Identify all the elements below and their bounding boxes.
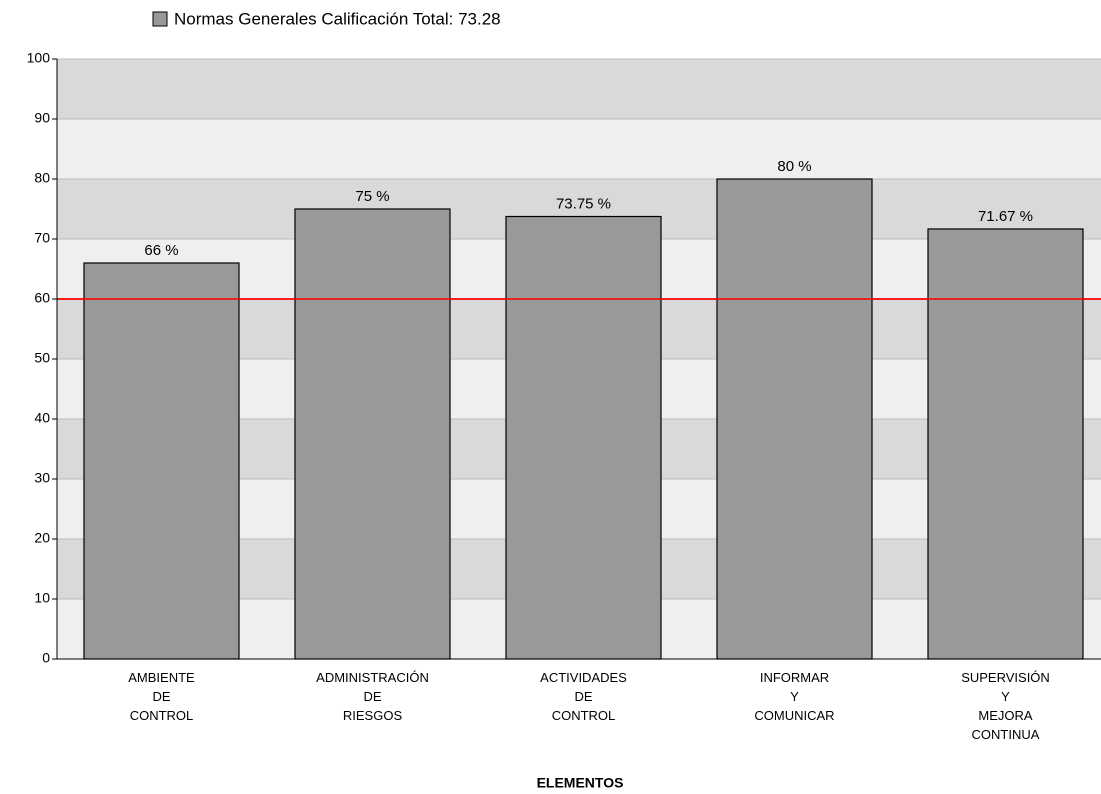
x-tick-label: ADMINISTRACIÓN DE RIESGOS (316, 670, 429, 723)
x-tick-label-line: CONTROL (130, 708, 194, 723)
value-label: 71.67 % (978, 208, 1033, 225)
bar (83, 262, 240, 660)
x-tick-label-line: INFORMAR (760, 670, 829, 685)
x-tick-label-line: DE (363, 689, 381, 704)
x-tick-label-line: DE (574, 689, 592, 704)
grid-band (57, 119, 1101, 179)
x-tick-label-line: Y (790, 689, 799, 704)
y-tick-label: 50 (34, 350, 50, 366)
bar (927, 228, 1084, 660)
value-label: 75 % (355, 188, 389, 205)
x-tick-label-line: AMBIENTE (128, 670, 195, 685)
y-tick-label: 60 (34, 290, 50, 306)
y-tick-label: 10 (34, 590, 50, 606)
bar (716, 178, 873, 660)
y-tick-label: 100 (27, 50, 51, 66)
x-tick-label-line: MEJORA (978, 708, 1033, 723)
y-tick-label: 30 (34, 470, 50, 486)
y-tick-label: 80 (34, 170, 50, 186)
x-axis-label: ELEMENTOS (537, 775, 624, 791)
y-tick-label: 20 (34, 530, 50, 546)
x-tick-label-line: COMUNICAR (754, 708, 834, 723)
value-label: 66 % (144, 242, 178, 259)
x-tick-label: AMBIENTE DE CONTROL (128, 670, 195, 723)
x-tick-label-line: ACTIVIDADES (540, 670, 627, 685)
x-tick-label: ACTIVIDADES DE CONTROL (540, 670, 627, 723)
x-tick-label-line: DE (152, 689, 170, 704)
x-tick-label-line: ADMINISTRACIÓN (316, 670, 429, 685)
bar (505, 215, 662, 660)
legend-swatch (152, 11, 168, 27)
bar (294, 208, 451, 660)
value-label: 80 % (777, 158, 811, 175)
y-tick-label: 40 (34, 410, 50, 426)
y-tick-label: 70 (34, 230, 50, 246)
x-tick-label-line: CONTROL (552, 708, 616, 723)
y-tick-label: 90 (34, 110, 50, 126)
value-label: 73.75 % (556, 195, 611, 212)
x-tick-label-line: RIESGOS (343, 708, 403, 723)
x-tick-label-line: SUPERVISIÓN (961, 670, 1050, 685)
x-tick-label-line: CONTINUA (972, 727, 1040, 742)
legend-label: Normas Generales Calificación Total: 73.… (174, 9, 501, 28)
y-tick-label: 0 (42, 650, 50, 666)
x-tick-label: SUPERVISIÓN Y MEJORA CONTINUA (961, 670, 1050, 742)
grid-band (57, 59, 1101, 119)
x-tick-label-line: Y (1001, 689, 1010, 704)
x-tick-label: INFORMAR Y COMUNICAR (754, 670, 834, 723)
